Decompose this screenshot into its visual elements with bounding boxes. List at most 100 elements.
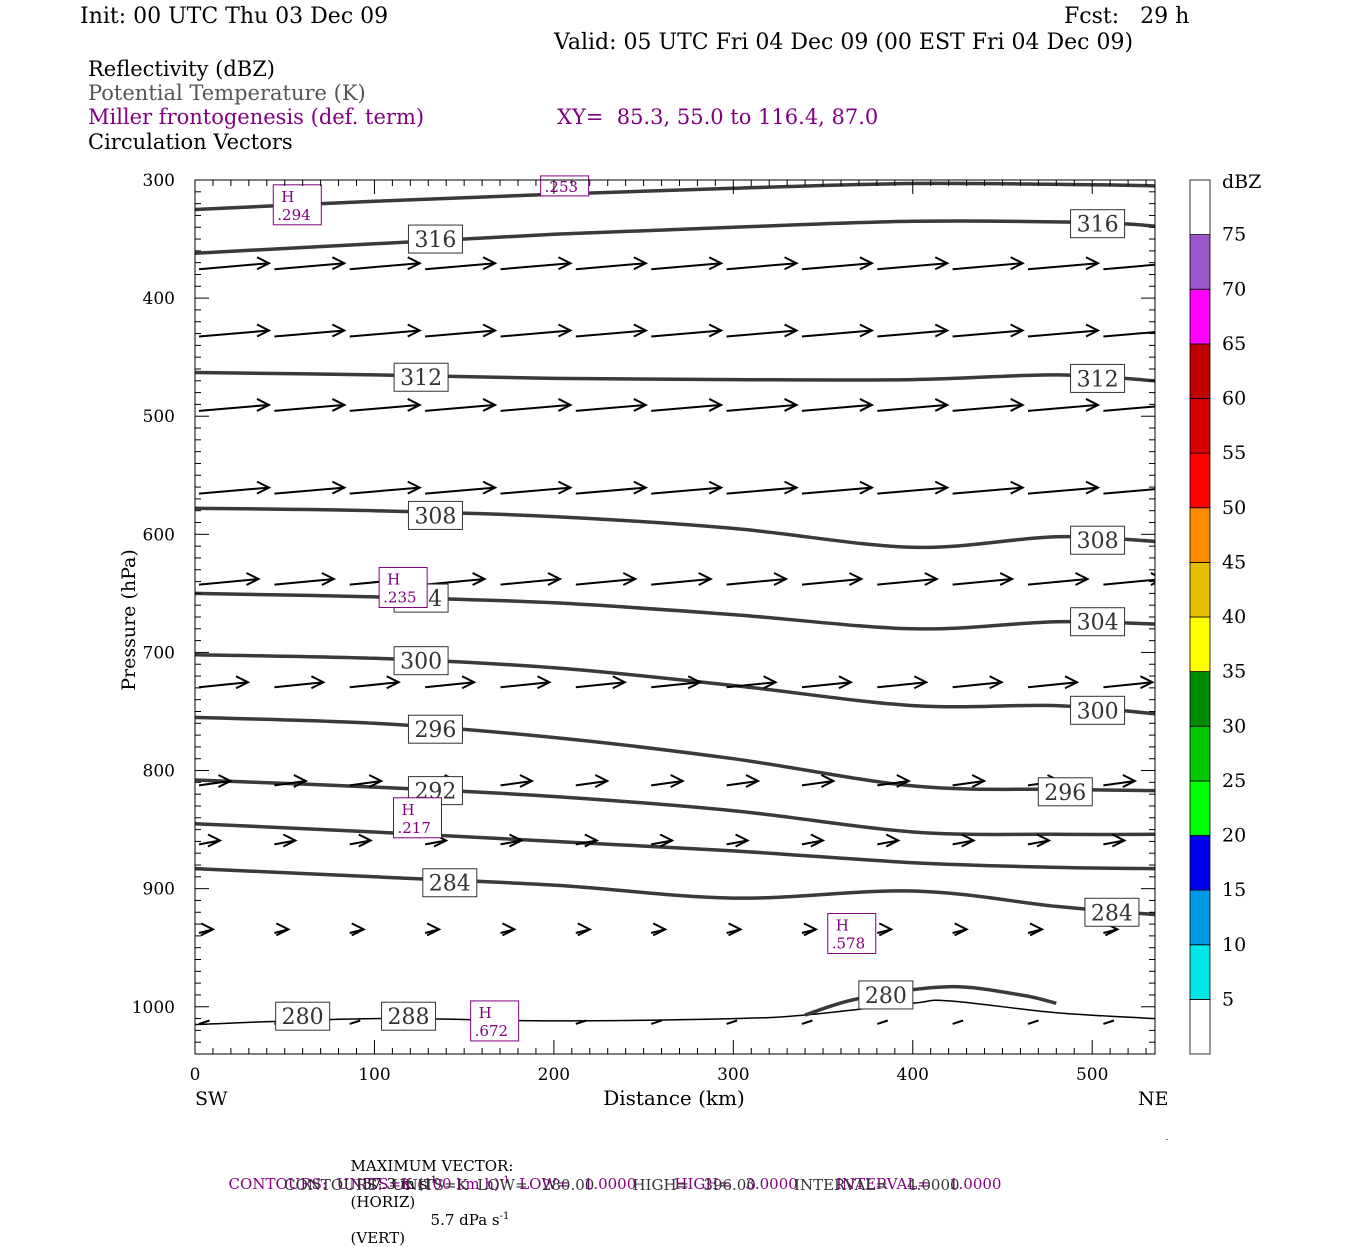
circulation-vector-head (1161, 257, 1173, 269)
circulation-vector (274, 780, 307, 787)
circulation-vector-head (256, 256, 272, 271)
plot-frame (194, 179, 1156, 1055)
colorbar-tick-label: 30 (1222, 715, 1246, 737)
circulation-vector (651, 329, 722, 338)
y-tick-label: 900 (143, 880, 175, 900)
circulation-vector (425, 262, 496, 271)
circulation-vector-head (934, 256, 950, 271)
circulation-vector-head (913, 675, 929, 690)
colorbar-swatch (1189, 999, 1211, 1055)
colorbar-tick-label: 45 (1222, 551, 1246, 573)
circulation-vector-head (256, 323, 272, 338)
circulation-vector-head (1010, 256, 1025, 271)
circulation-vector (198, 262, 270, 271)
circulation-vector (349, 486, 420, 495)
circulation-vector (801, 780, 834, 787)
circulation-vector-head (537, 675, 552, 690)
circulation-vector (952, 839, 974, 846)
circulation-vector-head (1111, 833, 1127, 848)
circulation-vector (877, 262, 948, 271)
theta-contour-292 (195, 778, 1155, 837)
circulation-vector (877, 681, 927, 689)
circulation-vector (575, 486, 646, 495)
circulation-vector-head (1064, 675, 1080, 690)
contours1-rest: LOW= 1.0000 HIGH= 3.0000 INTERVAL= 1.000… (509, 1175, 1002, 1193)
circulation-vector-head (659, 833, 675, 848)
circulation-vector (1103, 780, 1136, 787)
circulation-vector-head (321, 572, 337, 586)
max-vector-horiz-unit: (HORIZ) (350, 1193, 416, 1211)
circulation-vector-head (407, 398, 422, 412)
frontogenesis-max-value: .217 (398, 819, 431, 837)
circulation-vector (801, 681, 852, 689)
frontogenesis-max-label: H (387, 570, 400, 588)
circulation-vector-head (954, 922, 969, 937)
cross-section-plot: 3163163123123083083043043003002962962922… (118, 171, 1261, 1140)
frontogenesis-max-value: .235 (383, 588, 416, 606)
circulation-vector (801, 403, 872, 412)
circulation-vector-head (859, 398, 875, 412)
circulation-vector-head (934, 323, 950, 338)
circulation-vector-head (708, 480, 724, 495)
frontogenesis-max-value: .672 (475, 1022, 508, 1040)
circulation-vector-head (961, 833, 976, 848)
theta-contour-296 (195, 715, 1155, 793)
frontogenesis-max-box (393, 797, 443, 839)
x-axis-label: Distance (km) (603, 1086, 745, 1110)
contour-label-284: 284 (1084, 897, 1140, 927)
colorbar-swatch (1189, 234, 1211, 290)
circulation-vector-head (763, 675, 778, 690)
circulation-vector-head (331, 398, 347, 412)
circulation-vector-head (878, 922, 894, 937)
x-tick-label: 500 (1076, 1065, 1108, 1085)
circulation-vector-head (934, 398, 950, 412)
circulation-vector-head (502, 922, 517, 937)
frontogenesis-max-value: .294 (277, 206, 310, 224)
contour-label-316: 316 (407, 224, 463, 254)
x-left-end-label: SW (195, 1088, 228, 1110)
contour-label-text: 296 (414, 718, 456, 743)
theta-contour-304 (195, 591, 1155, 631)
colorbar-swatch (1189, 343, 1211, 399)
circulation-vector (274, 262, 345, 271)
colorbar-tick-label: 5 (1222, 988, 1234, 1010)
circulation-vector-head (331, 323, 347, 338)
contour-label-text: 300 (1077, 699, 1119, 724)
circulation-vector-head (584, 833, 600, 848)
contour-label-text: 312 (1077, 367, 1119, 392)
circulation-vector-head (482, 398, 498, 412)
circulation-vector (274, 681, 324, 689)
circulation-vector-head (558, 480, 573, 495)
circulation-vector-head (810, 833, 826, 848)
contours1-sup: -1 (499, 1175, 510, 1186)
circulation-vector-head (784, 398, 799, 412)
circulation-vector-head (1085, 256, 1101, 271)
cross-section-xy: XY= 85.3, 55.0 to 116.4, 87.0 (557, 105, 879, 129)
contour-label-box (407, 224, 463, 254)
circulation-vector (198, 578, 259, 586)
circulation-vector (1103, 331, 1155, 338)
circulation-vector-head (1010, 480, 1025, 495)
circulation-vector-head (708, 398, 724, 412)
circulation-vector-head (784, 256, 799, 271)
circulation-vector (1103, 405, 1155, 412)
circulation-vector (877, 403, 948, 412)
circulation-vector-head (368, 774, 384, 788)
circulation-vector (425, 403, 496, 412)
contour-label-text: 300 (400, 650, 442, 675)
contour-label-box (1070, 525, 1126, 555)
circulation-vector (952, 486, 1023, 495)
circulation-vector-head (200, 922, 216, 937)
circulation-vector (575, 780, 608, 787)
circulation-vector-head (246, 572, 261, 586)
contour-label-288: 288 (381, 1001, 437, 1031)
circulation-vector (726, 578, 787, 586)
circulation-vector-head (482, 323, 498, 338)
frontogenesis-max: H.294 (272, 184, 322, 226)
colorbar-tick-label: 60 (1222, 388, 1246, 410)
circulation-vector (500, 403, 571, 412)
circulation-vector-head (331, 480, 347, 495)
circulation-vector (801, 578, 862, 586)
max-vector-label: MAXIMUM VECTOR: (350, 1157, 514, 1175)
circulation-vector (801, 262, 872, 271)
